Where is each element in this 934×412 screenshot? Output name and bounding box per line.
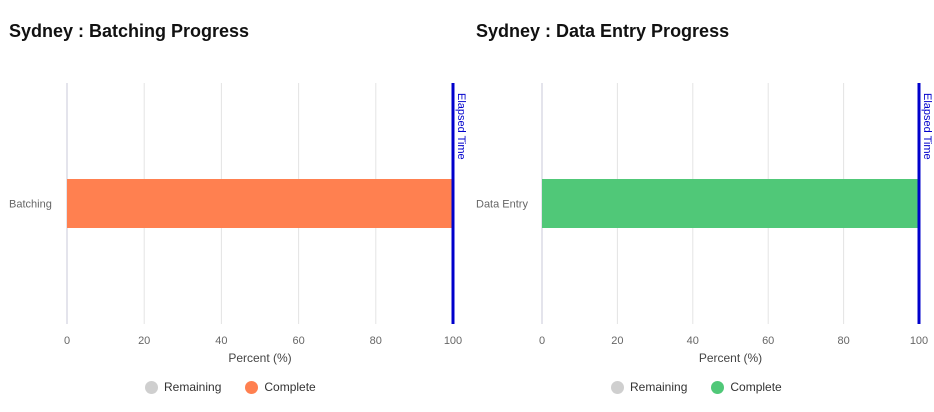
elapsed-time-label: Elapsed Time: [921, 93, 933, 160]
batching-chart-svg: 0 20 40 60 80 100 Batching Elapsed Time Percent …: [9, 83, 467, 365]
legend-item-complete[interactable]: Complete: [245, 380, 316, 394]
batching-chart-panel: Sydney : Batching Progress 0 20 40 60 80 100 B…: [9, 21, 467, 394]
x-tick-label: 80: [370, 335, 382, 347]
legend-label-remaining: Remaining: [164, 380, 222, 394]
legend-label-complete: Complete: [264, 380, 316, 394]
legend-swatch-complete: [245, 380, 259, 394]
category-label: Data Entry: [476, 199, 528, 211]
bar-complete: [542, 179, 919, 228]
chart-legend: Remaining Complete: [611, 380, 782, 394]
legend-label-complete: Complete: [730, 380, 782, 394]
x-tick-label: 60: [762, 335, 774, 347]
category-label: Batching: [9, 199, 52, 211]
data-entry-chart-panel: Sydney : Data Entry Progress 0 20 40 60 80 10…: [467, 0, 934, 412]
x-tick-label: 40: [215, 335, 227, 347]
x-tick-label: 100: [910, 335, 928, 347]
bar-complete: [67, 179, 453, 228]
x-tick-label: 0: [539, 335, 545, 347]
elapsed-time-label: Elapsed Time: [455, 93, 467, 160]
x-tick-label: 40: [687, 335, 699, 347]
chart-title: Sydney : Batching Progress: [9, 21, 250, 41]
x-axis-title: Percent (%): [228, 351, 291, 365]
chart-legend: Remaining Complete: [145, 380, 316, 394]
legend-item-remaining[interactable]: Remaining: [145, 380, 221, 394]
legend-label-remaining: Remaining: [630, 380, 688, 394]
legend-swatch-remaining: [145, 380, 158, 394]
x-tick-label: 80: [837, 335, 849, 347]
x-tick-label: 20: [138, 335, 150, 347]
x-tick-label: 20: [611, 335, 623, 347]
x-axis-title: Percent (%): [699, 351, 762, 365]
legend-item-remaining[interactable]: Remaining: [611, 380, 687, 394]
chart-title: Sydney : Data Entry Progress: [476, 21, 730, 41]
x-tick-label: 100: [444, 335, 462, 347]
data-entry-chart-svg: 0 20 40 60 80 100 Data Entry Elapsed Time Percen…: [476, 83, 933, 365]
legend-swatch-remaining: [611, 380, 624, 394]
legend-swatch-complete: [711, 380, 725, 394]
legend-item-complete[interactable]: Complete: [711, 380, 782, 394]
x-tick-label: 60: [292, 335, 304, 347]
x-tick-label: 0: [64, 335, 70, 347]
